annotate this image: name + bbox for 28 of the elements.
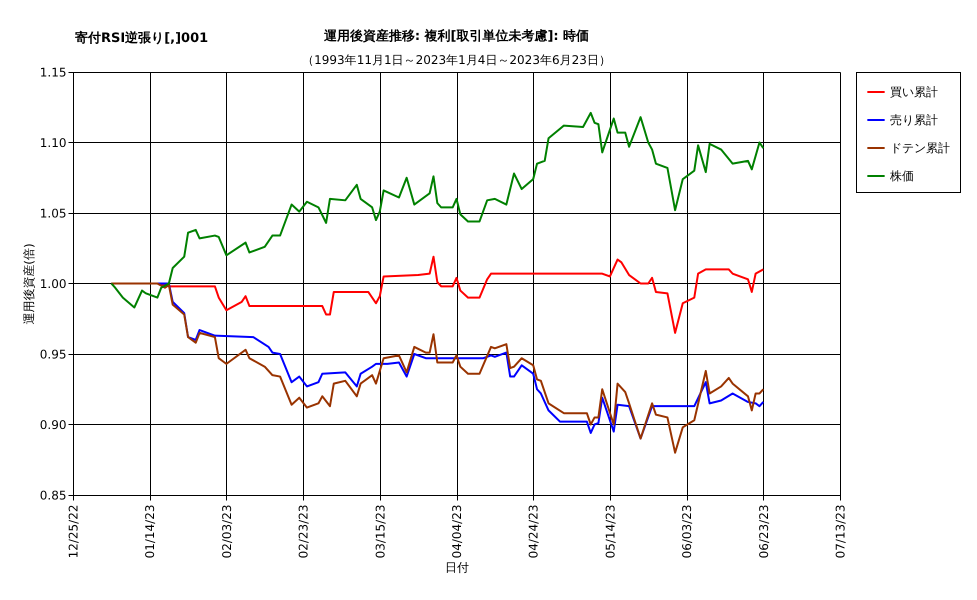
x-tick-label: 03/15/23	[373, 504, 388, 558]
legend-label: 売り累計	[890, 113, 938, 127]
y-tick-label: 1.10	[40, 136, 66, 150]
x-tick-label: 02/23/23	[296, 504, 311, 558]
x-tick-label: 02/03/23	[220, 504, 234, 558]
x-tick-label: 07/13/23	[834, 504, 848, 558]
x-tick-label: 12/25/22	[66, 504, 80, 558]
x-tick-label: 01/14/23	[143, 504, 158, 558]
y-tick-label: 1.00	[40, 277, 66, 291]
text: 寄付RSI逆張り[,]001	[75, 30, 208, 46]
y-tick-label: 0.90	[40, 418, 66, 432]
y-tick-label: 0.95	[40, 348, 66, 362]
x-axis-title: 日付	[445, 560, 469, 574]
x-tick-label: 06/23/23	[756, 504, 771, 558]
x-tick-label: 04/24/23	[526, 504, 541, 558]
y-tick-label: 0.85	[40, 488, 66, 502]
y-axis-title: 運用後資産(倍)	[22, 243, 36, 325]
chart-title: 運用後資産推移: 複利[取引単位未考慮]: 時価	[322, 28, 590, 44]
legend-label: 買い累計	[890, 85, 938, 99]
x-tick-label: 05/14/23	[603, 504, 618, 558]
legend-label: 株価	[889, 169, 914, 183]
y-tick-label: 1.05	[40, 206, 66, 220]
x-tick-label: 04/04/23	[450, 504, 464, 558]
line-series	[110, 112, 764, 308]
legend-label: ドテン累計	[890, 141, 950, 155]
x-tick-label: 06/03/23	[680, 504, 694, 558]
chart-subtitle: （1993年11月1日～2023年1月4日～2023年6月23日）	[302, 53, 611, 67]
y-tick-label: 1.15	[40, 66, 66, 80]
